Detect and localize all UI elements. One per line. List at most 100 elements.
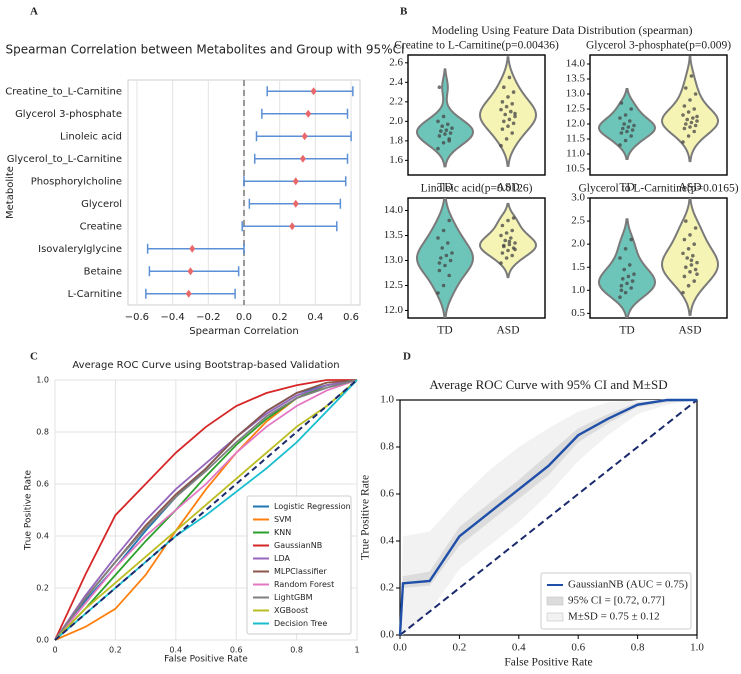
x-tick-label: 0.0 xyxy=(393,642,407,654)
data-point xyxy=(510,228,515,233)
y-tick-label: 2.2 xyxy=(389,95,403,107)
y-tick-label: 1.5 xyxy=(571,261,585,273)
roc-line xyxy=(54,379,358,641)
data-point xyxy=(691,116,695,120)
data-point xyxy=(682,104,687,108)
data-point xyxy=(440,246,444,250)
data-point xyxy=(504,256,509,260)
data-point xyxy=(630,279,635,283)
data-point xyxy=(444,128,449,132)
violin xyxy=(597,87,656,161)
legend-box xyxy=(540,572,692,630)
data-point xyxy=(441,228,446,233)
violins xyxy=(415,198,538,318)
y-tick-label: 0.6 xyxy=(36,480,49,489)
point-marker xyxy=(299,154,306,163)
panel-label: D xyxy=(403,351,411,363)
data-point xyxy=(692,279,697,283)
diagonal-line xyxy=(399,399,698,636)
data-point xyxy=(441,114,446,119)
point-marker xyxy=(185,289,192,298)
data-point xyxy=(689,258,694,263)
point-marker xyxy=(292,199,299,208)
y-tick-label: 0.2 xyxy=(36,584,49,593)
x-tick-label: 0.4 xyxy=(169,646,182,655)
y-tick-label: 1.8 xyxy=(389,134,403,146)
data-point xyxy=(509,109,513,114)
legend-label: SVM xyxy=(274,515,292,524)
data-point xyxy=(688,125,692,129)
y-tick-label: Linoleic acid xyxy=(60,131,122,142)
data-point xyxy=(695,119,699,123)
roc-line xyxy=(54,379,358,641)
y-tick-label: 12.0 xyxy=(566,118,586,130)
roc-line xyxy=(398,398,697,636)
error-bar xyxy=(266,86,354,97)
y-tick-label: Creatine_to_L-Carnitine xyxy=(5,86,122,97)
y-tick-label: 1.6 xyxy=(389,154,403,166)
y-tick-label: 1.0 xyxy=(571,284,585,296)
data-point xyxy=(692,242,697,246)
data-point xyxy=(507,75,512,80)
x-tick-label: ASD xyxy=(497,182,520,194)
data-point xyxy=(510,131,515,135)
violins xyxy=(415,56,538,168)
x-tick-label: −0.4 xyxy=(160,312,184,323)
data-point xyxy=(695,114,699,119)
data-point xyxy=(447,139,451,143)
data-point xyxy=(499,261,503,265)
x-tick-label: TD xyxy=(437,182,452,194)
data-point xyxy=(685,256,690,260)
data-point xyxy=(619,131,624,135)
x-tick-label: 0.8 xyxy=(631,642,645,654)
y-axis-label: Metabolite xyxy=(5,166,16,219)
y-tick-label: 12.0 xyxy=(384,304,404,316)
data-point xyxy=(629,134,633,138)
subplot-title: Linoleic acid(p=0.0126) xyxy=(421,183,533,195)
x-tick-label: 0.2 xyxy=(109,646,122,655)
y-tick-label: 2.0 xyxy=(571,238,585,250)
data-point xyxy=(444,253,449,258)
y-tick-label: Betaine xyxy=(84,266,122,277)
panel-label: A xyxy=(30,6,38,18)
x-tick-label: 0.4 xyxy=(307,312,323,323)
data-point xyxy=(500,251,505,255)
x-tick-label: TD xyxy=(619,182,634,194)
data-point xyxy=(503,112,508,117)
chart-title: Average ROC Curve using Bootstrap-based … xyxy=(72,360,339,371)
subplot: Glycerol to L-Carnitine(p=0.0165) 0.5 1.0 1… xyxy=(571,183,738,337)
data-point xyxy=(506,248,510,253)
data-point xyxy=(689,120,694,125)
data-point xyxy=(630,128,635,132)
violin xyxy=(597,218,656,318)
legend-label: Random Forest xyxy=(274,580,334,589)
data-point xyxy=(626,125,631,129)
data-point xyxy=(623,138,628,143)
data-point xyxy=(681,290,685,295)
y-tick-label: 0.0 xyxy=(380,629,394,641)
data-point xyxy=(629,237,633,242)
legend-swatch xyxy=(546,596,564,606)
data-point xyxy=(619,288,624,293)
point-marker xyxy=(289,222,296,231)
data-point xyxy=(437,261,442,265)
point-marker xyxy=(189,244,196,253)
y-tick-label: Phosphorylcholine xyxy=(31,176,122,187)
subplot-title: Glycerol 3-phosphate(p=0.009) xyxy=(586,40,731,52)
data-point xyxy=(619,101,624,105)
legend-label: GaussianNB xyxy=(274,541,322,550)
data-point xyxy=(499,107,503,112)
data-point xyxy=(510,253,515,258)
y-tick-label: 2.4 xyxy=(389,76,403,88)
data-point xyxy=(686,134,691,138)
data-point xyxy=(682,126,687,131)
legend-label: LightGBM xyxy=(274,593,313,602)
data-point xyxy=(441,141,446,145)
data-point xyxy=(620,126,625,131)
y-tick-label: 14.0 xyxy=(384,204,404,216)
point-marker xyxy=(292,177,299,186)
chart-title: Modeling Using Feature Data Distribution… xyxy=(432,23,693,37)
x-tick-label: −0.2 xyxy=(196,312,220,323)
